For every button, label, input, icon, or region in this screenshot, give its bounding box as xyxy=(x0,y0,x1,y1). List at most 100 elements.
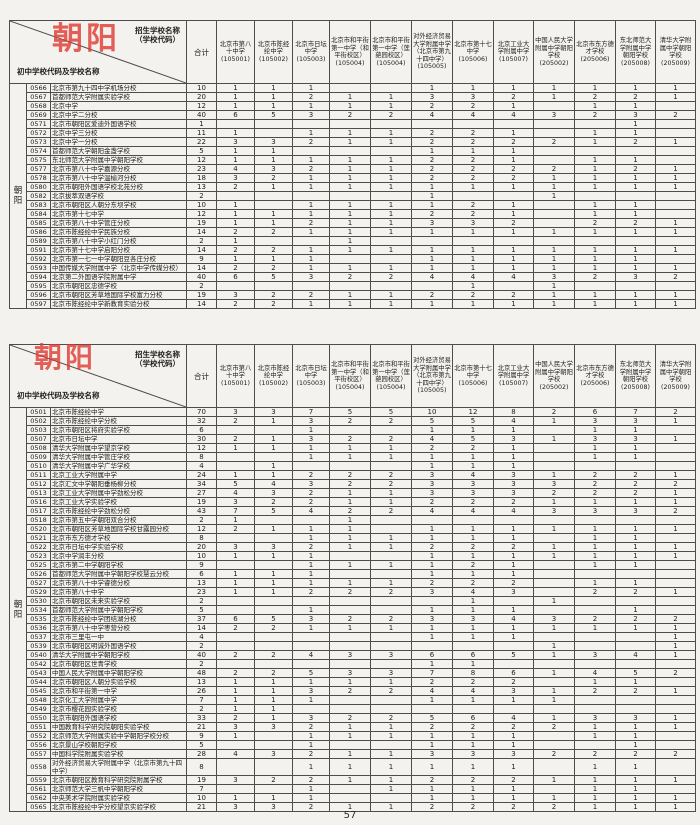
value-cell: 1 xyxy=(329,497,371,507)
value-cell: 2 xyxy=(329,686,371,696)
row-code-cell: 0582 xyxy=(26,191,51,201)
value-cell xyxy=(574,569,616,579)
row-school-name-cell: 北京市第二中学朝阳学校 xyxy=(50,560,187,570)
value-cell xyxy=(370,695,412,705)
row-school-name-cell: 北京市第八十中学温榆河分校 xyxy=(50,173,187,183)
school-name: 中国人民大学附属中学朝阳学校 xyxy=(535,361,573,383)
row-code-cell: 0520 xyxy=(26,524,51,534)
value-cell: 2 xyxy=(411,155,453,165)
row-school-name-cell: 北京拔萃双语学校 xyxy=(50,191,187,201)
row-total-cell: 27 xyxy=(186,488,217,498)
value-cell xyxy=(216,425,255,435)
value-cell: 1 xyxy=(615,524,656,534)
school-code: (105001) xyxy=(221,379,250,387)
value-cell: 1 xyxy=(254,209,293,219)
value-cell xyxy=(452,704,494,714)
value-cell: 1 xyxy=(370,263,412,273)
value-cell xyxy=(216,560,255,570)
row-code-cell: 0572 xyxy=(26,128,51,138)
row-school-name-cell: 北京市陈经纶中学分校 xyxy=(50,416,187,426)
value-cell: 1 xyxy=(615,722,656,732)
school-name: 中国人民大学附属中学朝阳学校 xyxy=(535,37,573,59)
value-cell: 2 xyxy=(574,470,616,480)
value-cell: 1 xyxy=(370,749,412,759)
value-cell: 1 xyxy=(493,793,534,803)
value-cell: 1 xyxy=(533,695,575,705)
value-cell: 1 xyxy=(452,245,494,255)
value-cell: 1 xyxy=(329,623,371,633)
row-school-name-cell: 北京市朝阳区世青学校 xyxy=(50,659,187,669)
value-cell: 1 xyxy=(574,758,616,776)
value-cell: 1 xyxy=(533,775,575,785)
value-cell: 1 xyxy=(329,182,371,192)
value-cell: 1 xyxy=(292,560,330,570)
school-column-header: 北京市第八十中学 (105001) xyxy=(216,20,255,84)
value-cell: 1 xyxy=(615,83,656,93)
school-column-header: 北京工业大学附属中学 (105007) xyxy=(493,344,534,408)
value-cell xyxy=(615,236,656,246)
school-code: (105005) xyxy=(417,63,447,71)
value-cell: 3 xyxy=(216,407,255,417)
value-cell: 1 xyxy=(615,551,656,561)
value-cell: 1 xyxy=(574,497,616,507)
table-row: 0511 北京工业大学附属中学 24 1 1 2 2 2 3 4 3 1 2 2 1 xyxy=(10,470,696,480)
value-cell: 5 xyxy=(452,416,494,426)
row-school-name-cell: 北京中学三分校 xyxy=(50,128,187,138)
value-cell: 1 xyxy=(216,587,255,597)
value-cell: 4 xyxy=(216,749,255,759)
row-total-cell: 32 xyxy=(186,416,217,426)
value-cell: 2 xyxy=(655,668,696,678)
value-cell xyxy=(370,641,412,651)
value-cell: 1 xyxy=(216,578,255,588)
row-school-name-cell: 清华大学附属中学广华学校 xyxy=(50,461,187,471)
row-total-cell: 2 xyxy=(186,281,217,291)
row-code-cell: 0591 xyxy=(26,245,51,255)
row-code-cell: 0577 xyxy=(26,164,51,174)
school-name: 清华大学附属中学朝阳学校 xyxy=(659,361,692,383)
value-cell: 4 xyxy=(615,650,656,660)
corner-label-line1: 招生学校名称 xyxy=(135,350,180,359)
school-column-header: 中国人民大学附属中学朝阳学校 (205002) xyxy=(533,344,575,408)
value-cell: 2 xyxy=(329,434,371,444)
school-column-header: 北京市陈经纶中学 (105002) xyxy=(254,344,293,408)
table-row: 0513 北京工业大学附属中学劲松分校 27 4 3 2 1 1 3 3 3 2 2 2 1 xyxy=(10,488,696,498)
row-total-cell: 4 xyxy=(186,632,217,642)
value-cell xyxy=(615,515,656,525)
value-cell: 2 xyxy=(254,650,293,660)
table-row: 0558 对外经济贸易大学附属中学（北京市第九十四中学） 8 1 1 1 1 1 1 1 1 xyxy=(10,758,696,776)
row-total-cell: 5 xyxy=(186,146,217,156)
value-cell: 2 xyxy=(574,749,616,759)
value-cell xyxy=(533,578,575,588)
value-cell: 1 xyxy=(574,560,616,570)
value-cell: 1 xyxy=(329,722,371,732)
value-cell xyxy=(493,596,534,606)
value-cell xyxy=(533,784,575,794)
value-cell xyxy=(493,236,534,246)
row-code-cell: 0589 xyxy=(26,236,51,246)
value-cell: 3 xyxy=(493,470,534,480)
value-cell: 3 xyxy=(216,542,255,552)
row-school-name-cell: 清华大学附属中学朝阳学校 xyxy=(50,650,187,660)
value-cell: 1 xyxy=(493,605,534,615)
value-cell: 2 xyxy=(292,290,330,300)
value-cell: 1 xyxy=(411,731,453,741)
value-cell: 1 xyxy=(533,686,575,696)
header-corner-cell: 招生学校名称 （学校代码） 初中学校代码及学校名称 xyxy=(9,344,187,408)
row-school-name-cell: 中国教育科学研究院朝阳实验学校 xyxy=(50,722,187,732)
value-cell: 1 xyxy=(254,461,293,471)
value-cell: 1 xyxy=(329,263,371,273)
row-total-cell: 2 xyxy=(186,641,217,651)
value-cell: 1 xyxy=(411,569,453,579)
value-cell: 4 xyxy=(493,614,534,624)
value-cell xyxy=(655,236,696,246)
table-row: 0522 北京市日坛中学实验学校 20 3 3 2 1 1 2 2 2 1 1 1 1 xyxy=(10,542,696,552)
value-cell: 2 xyxy=(452,560,494,570)
value-cell: 1 xyxy=(615,784,656,794)
row-total-cell: 19 xyxy=(186,497,217,507)
value-cell xyxy=(655,731,696,741)
value-cell xyxy=(329,461,371,471)
value-cell xyxy=(292,191,330,201)
value-cell: 1 xyxy=(574,775,616,785)
value-cell: 1 xyxy=(452,83,494,93)
value-cell xyxy=(655,461,696,471)
